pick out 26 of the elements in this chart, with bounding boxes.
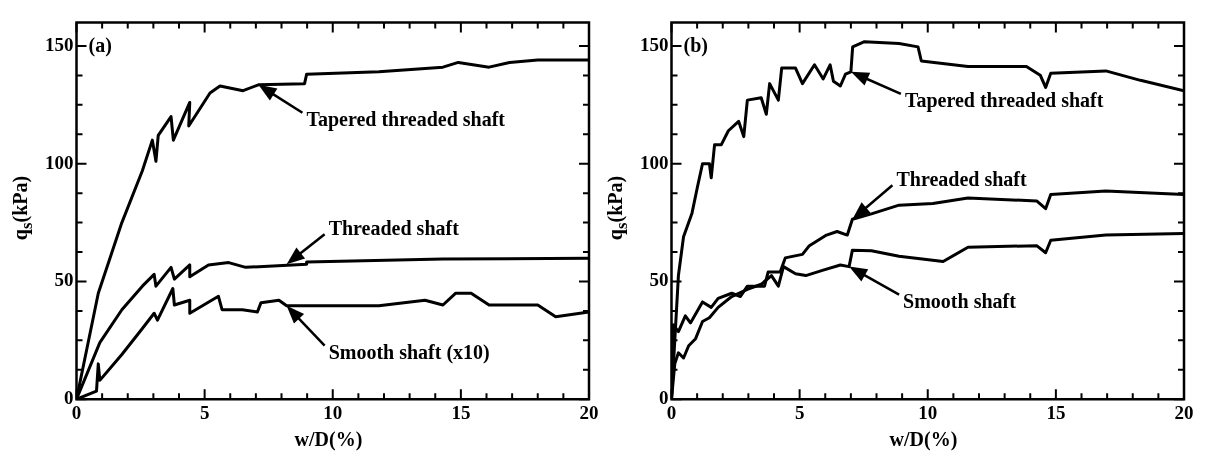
- x-tick-label: 20: [1174, 401, 1194, 423]
- annotation: Smooth shaft: [903, 289, 1017, 312]
- x-axis-title: w/D(%): [888, 428, 959, 451]
- y-tick-label: 150: [45, 33, 74, 55]
- y-tick-label: 50: [649, 269, 669, 291]
- x-tick-label: 5: [199, 401, 210, 423]
- x-tick-label: 10: [918, 401, 938, 423]
- annotation: Smooth shaft (x10): [328, 340, 490, 364]
- x-tick-label: 10: [323, 401, 343, 423]
- annotation: Tapered threaded shaft: [306, 107, 506, 131]
- y-tick-label: 50: [54, 269, 74, 291]
- annotation: Tapered threaded shaft: [904, 89, 1104, 113]
- y-tick-label: 150: [640, 33, 669, 55]
- annotation: (b): [683, 33, 708, 57]
- annotation: (a): [88, 33, 112, 57]
- x-tick-label: 20: [579, 401, 599, 423]
- x-tick-label: 15: [451, 401, 471, 423]
- annotation: Threaded shaft: [896, 168, 1027, 191]
- y-tick-label: 0: [659, 387, 669, 409]
- annotation: Threaded shaft: [328, 217, 460, 240]
- y-tick-label: 0: [64, 387, 74, 409]
- x-tick-label: 15: [1046, 401, 1066, 423]
- x-tick-label: 5: [794, 401, 805, 423]
- y-tick-label: 100: [640, 151, 669, 173]
- x-axis-title: w/D(%): [293, 428, 364, 451]
- y-tick-label: 100: [45, 151, 74, 173]
